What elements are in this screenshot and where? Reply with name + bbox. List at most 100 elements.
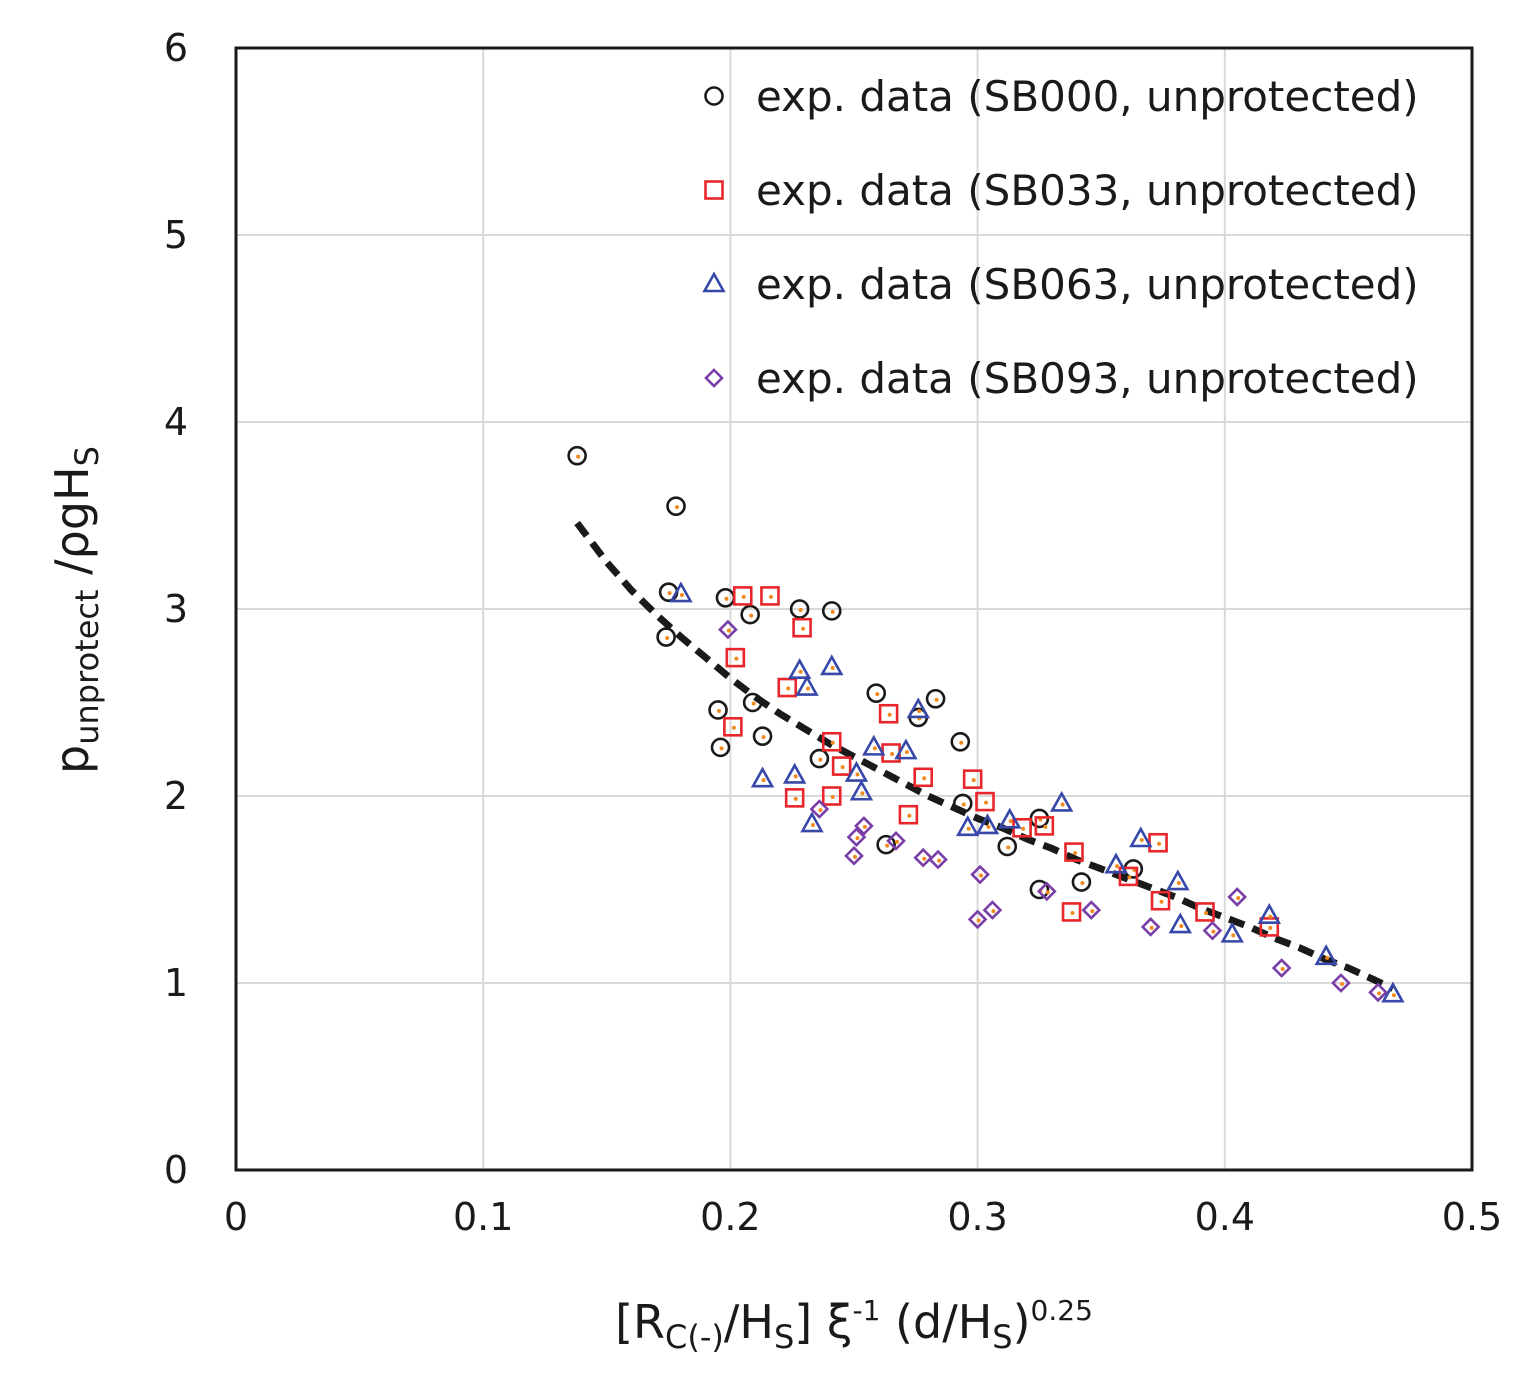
data-point-center-dot (1179, 924, 1184, 929)
data-point-center-dot (675, 505, 680, 510)
data-point-center-dot (984, 800, 989, 805)
data-point-center-dot (971, 778, 976, 783)
data-point (1314, 944, 1338, 966)
data-point-center-dot (1080, 881, 1085, 886)
data-point-center-dot (922, 776, 927, 781)
data-point-center-dot (734, 656, 739, 661)
data-point-center-dot (890, 751, 895, 756)
data-point-center-dot (976, 918, 981, 923)
data-point (998, 807, 1022, 829)
data-point-center-dot (1006, 845, 1011, 850)
data-point-center-dot (830, 795, 835, 799)
axis-title-part: -1 (853, 1294, 881, 1327)
data-point-center-dot (830, 665, 835, 670)
data-point (1029, 879, 1050, 900)
gridlines (235, 47, 1473, 1171)
data-point-center-dot (1159, 899, 1164, 904)
data-point-center-dot (922, 856, 927, 861)
data-point (982, 900, 1003, 920)
data-point (732, 586, 753, 606)
data-point (809, 748, 830, 769)
y-tick-label: 4 (164, 400, 188, 444)
data-point-center-dot (1149, 925, 1154, 930)
data-point (952, 793, 973, 814)
data-point-center-dot (741, 594, 746, 599)
data-point-center-dot (855, 772, 860, 777)
data-point-center-dot (1211, 929, 1216, 934)
data-point (975, 813, 1000, 835)
data-point-center-dot (793, 796, 798, 801)
data-point-center-dot (1021, 826, 1026, 831)
x-tick-label: 0.5 (1442, 1195, 1502, 1239)
data-point (950, 731, 971, 752)
data-point (962, 769, 983, 789)
data-point (742, 692, 763, 713)
data-point-center-dot (818, 808, 823, 813)
data-point-center-dot (853, 854, 857, 859)
data-point-center-dot (786, 686, 791, 691)
data-point-center-dot (1115, 864, 1120, 869)
axis-title-part: /H (724, 1295, 774, 1349)
axis-title-part: ] ξ (794, 1295, 852, 1349)
data-point-center-dot (907, 813, 912, 818)
data-point (862, 734, 886, 756)
axis-title-part: S (992, 1318, 1012, 1356)
data-point-center-dot (1377, 991, 1382, 996)
y-axis-title: punprotect /ρgHS (45, 446, 106, 774)
data-point-center-dot (810, 823, 815, 828)
data-point-center-dot (979, 873, 984, 878)
data-point-center-dot (761, 778, 766, 783)
y-tick-label: 5 (164, 213, 188, 257)
data-point-center-dot (806, 686, 811, 691)
axis-title-part: (d/H (880, 1295, 992, 1349)
axis-title-part: unprotect (68, 589, 106, 744)
data-point (740, 604, 760, 625)
data-point (1104, 852, 1128, 874)
data-point-center-dot (667, 591, 672, 596)
data-points-layer (567, 445, 1405, 1003)
data-point (876, 834, 896, 855)
data-point (725, 647, 746, 668)
data-point (970, 864, 990, 885)
data-point (821, 731, 842, 752)
data-point (718, 619, 738, 640)
legend-marker (702, 271, 726, 293)
data-point-center-dot (724, 596, 729, 601)
data-point (955, 815, 980, 837)
data-point (898, 804, 919, 825)
data-point (1368, 982, 1388, 1003)
legend-label: exp. data (SB033, unprotected) (756, 166, 1419, 215)
axis-title-part: p (45, 745, 99, 774)
data-point-center-dot (719, 746, 724, 751)
data-point (913, 767, 934, 788)
axis-title-part: /ρgH (45, 466, 99, 589)
data-point-center-dot (1043, 824, 1048, 829)
data-point-center-dot (768, 594, 773, 599)
x-tick-label: 0.2 (700, 1195, 760, 1239)
data-point-center-dot (840, 765, 845, 770)
y-tick-label: 2 (164, 774, 188, 818)
data-point (750, 766, 775, 788)
data-point-center-dot (1157, 841, 1162, 846)
data-point (854, 816, 874, 836)
data-point (1034, 816, 1055, 836)
data-point (708, 700, 728, 720)
data-point (656, 627, 676, 647)
data-point-center-dot (679, 593, 684, 598)
data-point-center-dot (1391, 993, 1396, 998)
data-point (1036, 881, 1057, 902)
data-point (849, 779, 874, 801)
data-point (821, 786, 842, 806)
data-point (1064, 842, 1084, 862)
data-point (789, 599, 810, 619)
data-point (1140, 917, 1161, 937)
data-point-center-dot (731, 725, 736, 730)
data-point-center-dot (576, 454, 581, 459)
data-point-center-dot (798, 608, 803, 612)
data-point (906, 697, 930, 719)
data-point (844, 846, 864, 866)
data-point-center-dot (875, 692, 880, 697)
y-tick-label: 0 (164, 1148, 188, 1192)
data-point-center-dot (934, 697, 939, 702)
